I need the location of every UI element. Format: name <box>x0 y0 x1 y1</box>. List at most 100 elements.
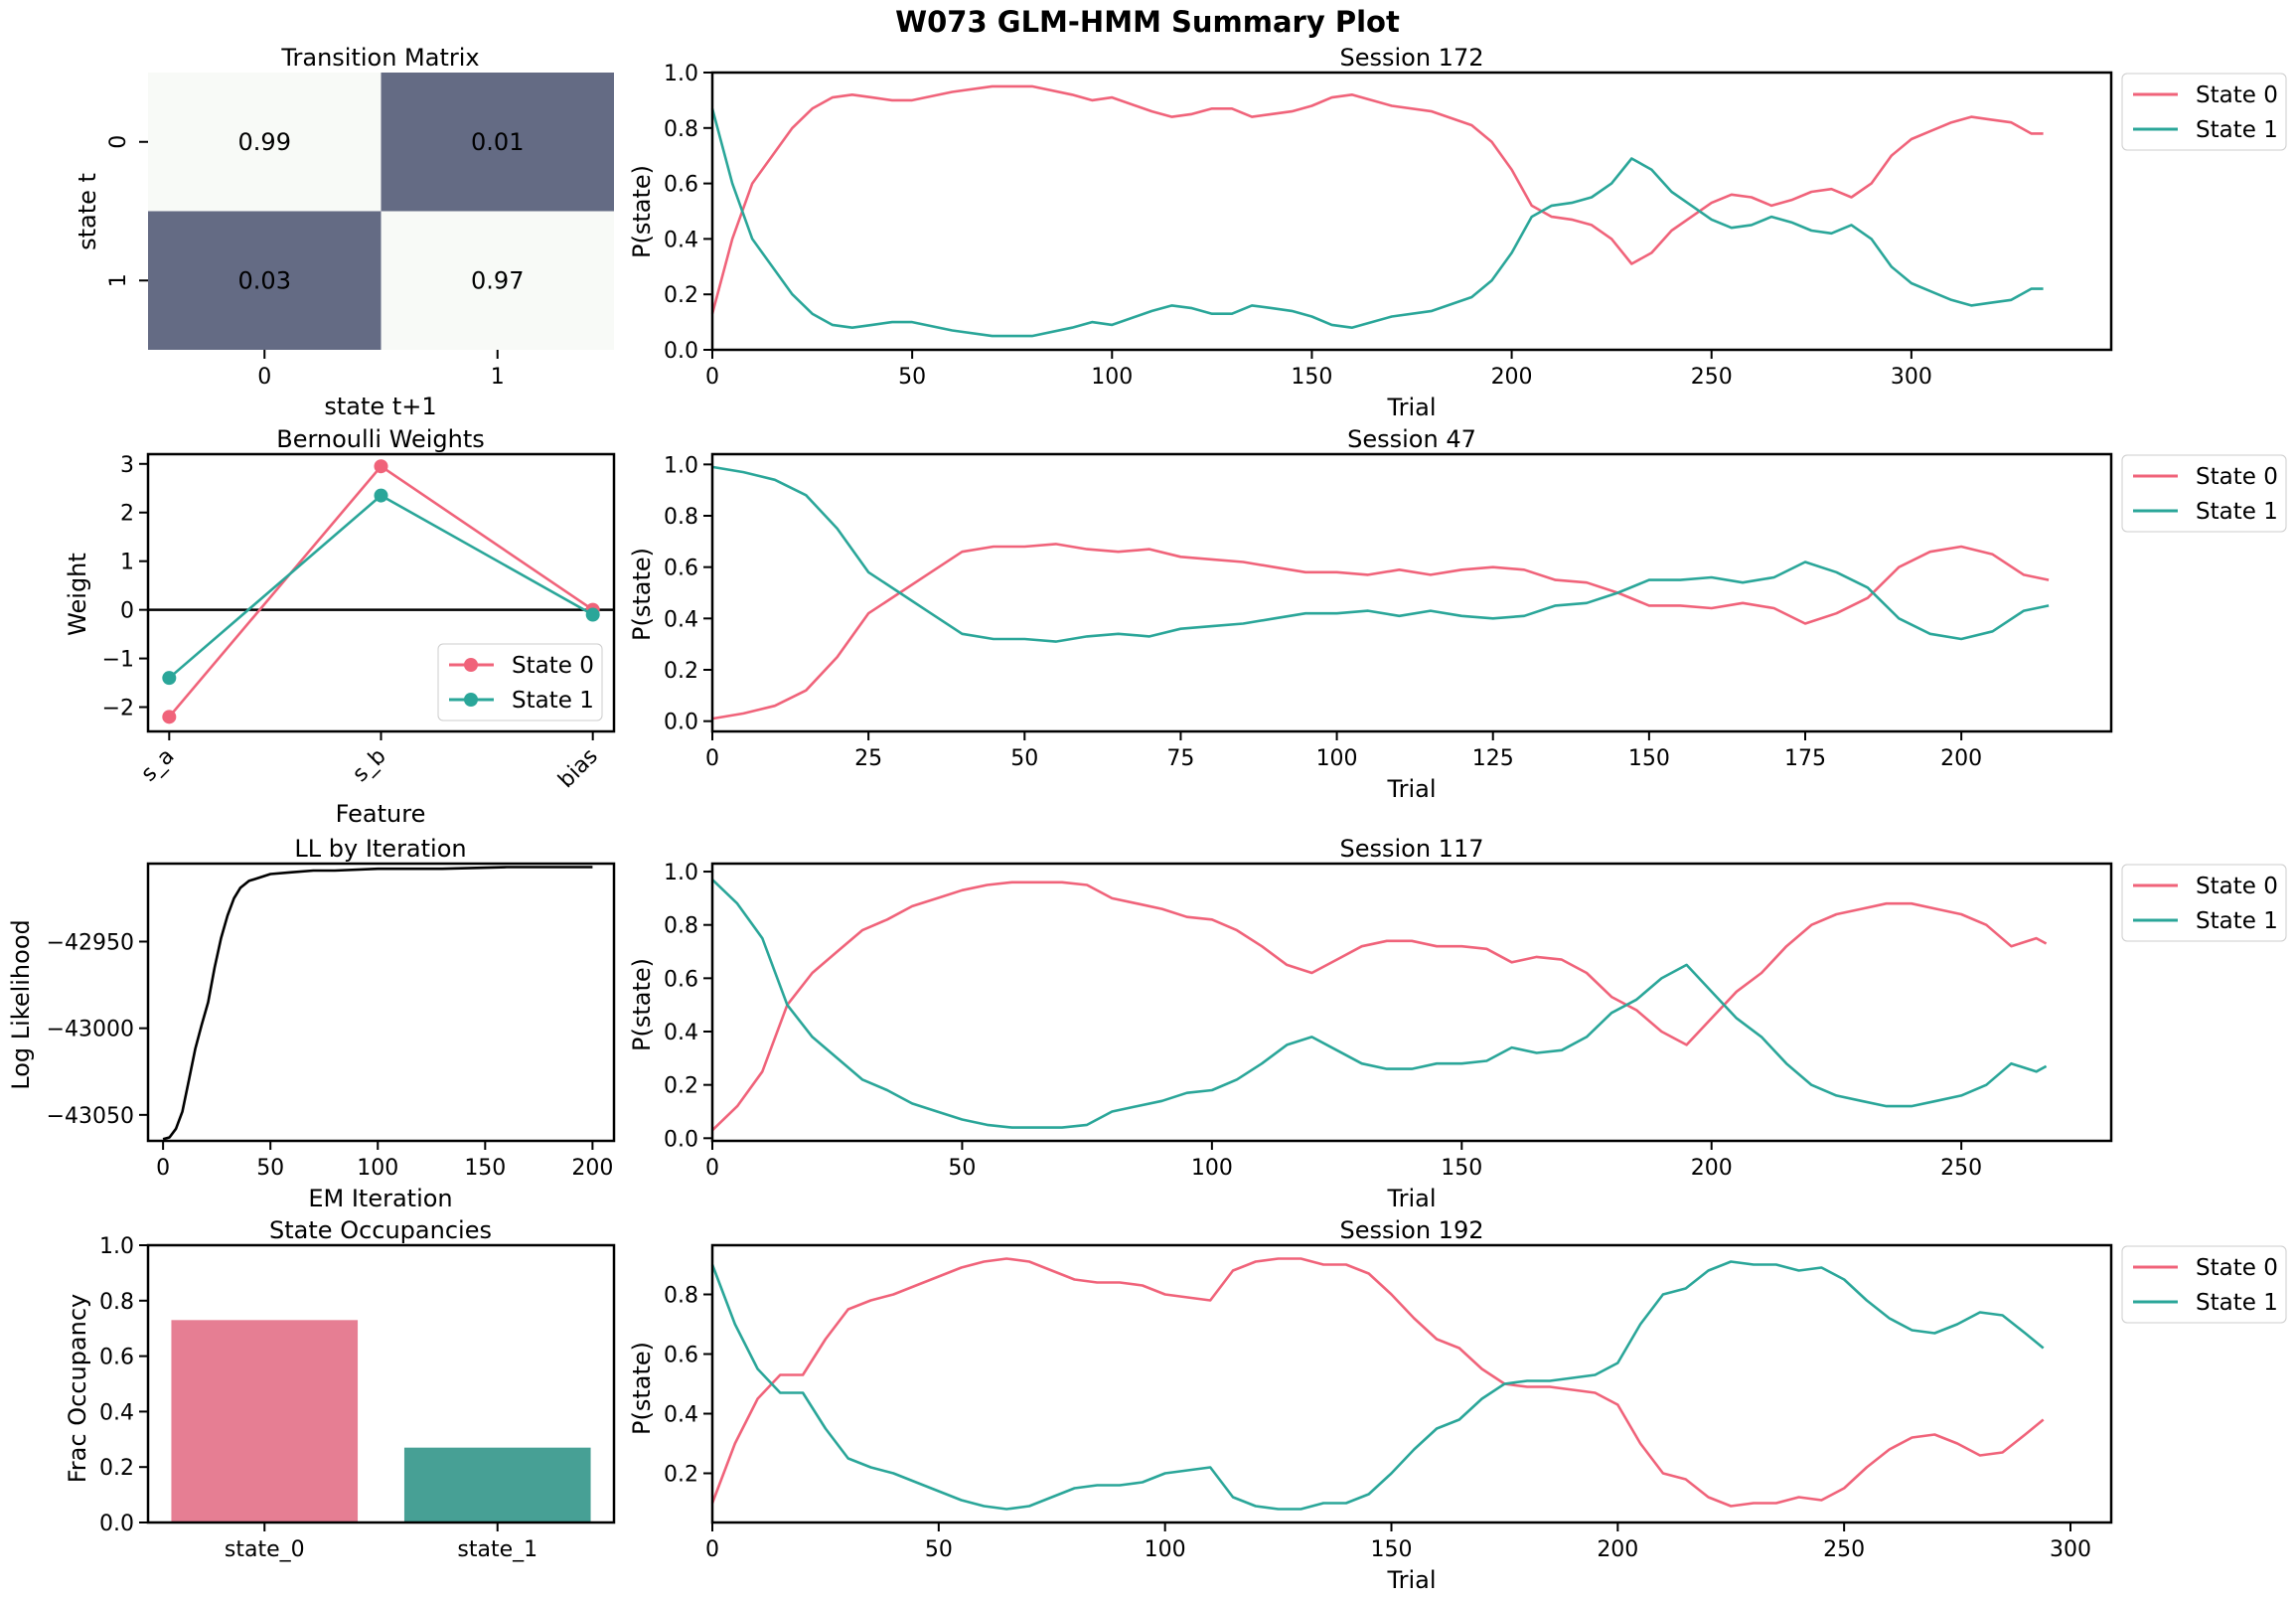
weights-ytick-label: −2 <box>102 697 134 721</box>
ll-xtick-label: 100 <box>357 1156 398 1181</box>
s192-xtick-label: 300 <box>2050 1537 2091 1562</box>
axes-frame <box>146 1243 616 1524</box>
ll-xtick-label: 200 <box>571 1156 613 1181</box>
s117-xtick-label: 200 <box>1691 1156 1733 1181</box>
s47-line-state-0 <box>711 543 2050 720</box>
s47-ytick-label: 1.0 <box>664 453 698 478</box>
transition-title: Transition Matrix <box>280 44 479 72</box>
s47-ytick-label: 0.4 <box>664 607 698 632</box>
s172-xtick-label: 150 <box>1291 365 1332 390</box>
session-47-xlabel: Trial <box>1386 775 1436 803</box>
heatmap-xtick-label: 0 <box>257 365 271 390</box>
s117-legend-box <box>2121 864 2287 942</box>
weights-ytick-label: 2 <box>120 502 134 527</box>
weights-title: Bernoulli Weights <box>276 425 485 453</box>
heatmap-value-1-0: 0.03 <box>238 266 291 294</box>
axes-frame <box>710 452 2113 733</box>
session-192-title: Session 192 <box>1339 1216 1483 1244</box>
s117-ytick-label: 0.0 <box>664 1127 698 1152</box>
s192-ytick-label: 0.8 <box>664 1284 698 1309</box>
session-192-ylabel: P(state) <box>628 1342 656 1435</box>
panel-session-172: Session 172 0 50 100 150 200 250 300 0.0 0.2 0.4 0… <box>628 44 2287 421</box>
s47-xtick-label: 25 <box>854 746 882 771</box>
weights-point-state-1-bias <box>585 607 600 622</box>
session-192-xlabel: Trial <box>1386 1566 1436 1594</box>
panel-ll-by-iteration: LL by Iteration 0 50 100 150 200 −42950 −43000… <box>7 835 616 1212</box>
occupancy-ytick-label: 0.0 <box>99 1512 134 1536</box>
panel-transition-matrix: Transition Matrix 0.99 0.01 0.03 0.97 0 1 0 1 s… <box>74 44 614 420</box>
occupancy-ytick-label: 0.2 <box>99 1456 134 1481</box>
session-47-title: Session 47 <box>1347 425 1476 453</box>
heatmap-value-1-1: 0.97 <box>471 266 524 294</box>
weights-ytick-label: −1 <box>102 648 134 673</box>
s192-line-state-0 <box>710 1257 2045 1508</box>
weights-point-state-0-s_a <box>162 710 177 724</box>
s117-legend-label-0: State 0 <box>2196 874 2278 899</box>
occupancy-ytick-label: 0.8 <box>99 1290 134 1315</box>
session-172-ylabel: P(state) <box>628 165 656 258</box>
s172-xtick-label: 50 <box>898 365 926 390</box>
ll-xtick-label: 50 <box>256 1156 284 1181</box>
s192-xtick-label: 250 <box>1823 1537 1865 1562</box>
s172-xtick-label: 300 <box>1891 365 1932 390</box>
s192-xtick-label: 100 <box>1145 1537 1186 1562</box>
s117-line-state-0 <box>711 881 2048 1132</box>
transition-xlabel: state t+1 <box>324 393 436 420</box>
occupancy-ytick-label: 0.4 <box>99 1400 134 1425</box>
weights-point-state-1-s_b <box>374 488 388 503</box>
heatmap-cell-0-1 <box>381 73 614 212</box>
ll-title: LL by Iteration <box>294 835 466 863</box>
s192-xtick-label: 200 <box>1597 1537 1638 1562</box>
s172-legend-box <box>2121 73 2287 151</box>
heatmap-cell-1-0 <box>148 211 382 350</box>
s117-ytick-label: 0.2 <box>664 1074 698 1099</box>
ll-curve <box>162 866 593 1141</box>
s117-line-state-1 <box>711 879 2048 1129</box>
weights-point-state-1-s_a <box>162 671 177 686</box>
heatmap-ytick-label: 1 <box>106 273 131 287</box>
ll-xlabel: EM Iteration <box>308 1185 452 1212</box>
panel-session-192: Session 192 0 50 100 150 200 250 300 0.2 0.4 0.6 0… <box>628 1216 2287 1594</box>
s172-xtick-label: 0 <box>705 365 719 390</box>
s47-line-state-1 <box>711 465 2050 643</box>
s192-legend-label-1: State 1 <box>2196 1290 2278 1316</box>
s117-xtick-label: 150 <box>1441 1156 1482 1181</box>
s192-xtick-label: 50 <box>925 1537 953 1562</box>
s172-legend-label-0: State 0 <box>2196 82 2278 108</box>
s192-legend-box <box>2121 1245 2287 1324</box>
s117-xtick-label: 50 <box>948 1156 976 1181</box>
s172-legend: State 0 State 1 <box>2121 73 2287 151</box>
heatmap-cell-0-0 <box>148 73 382 212</box>
s192-legend-label-0: State 0 <box>2196 1255 2278 1281</box>
occupancy-ylabel: Frac Occupancy <box>64 1294 91 1484</box>
weights-legend-state-1: State 1 <box>512 688 594 714</box>
s47-ytick-label: 0.0 <box>664 711 698 735</box>
weights-ylabel: Weight <box>64 553 91 636</box>
heatmap-value-0-1: 0.01 <box>471 128 524 156</box>
s192-line-state-1 <box>710 1260 2045 1511</box>
s117-ytick-label: 0.4 <box>664 1021 698 1045</box>
legend-marker-state-0 <box>464 658 478 672</box>
s117-xtick-label: 250 <box>1940 1156 1982 1181</box>
axes-frame <box>710 71 2113 352</box>
ll-xtick-label: 0 <box>156 1156 170 1181</box>
s47-xtick-label: 50 <box>1010 746 1038 771</box>
occupancy-ytick-label: 0.6 <box>99 1346 134 1370</box>
s172-ytick-label: 1.0 <box>664 62 698 86</box>
weights-point-state-0-s_b <box>374 459 388 474</box>
heatmap-xtick-label: 1 <box>491 365 505 390</box>
transition-ylabel: state t <box>74 173 101 250</box>
axes-frame <box>146 862 616 1143</box>
s47-ytick-label: 0.6 <box>664 557 698 581</box>
ll-ytick-label: −43000 <box>47 1018 134 1042</box>
session-172-xlabel: Trial <box>1386 394 1436 421</box>
s172-xtick-label: 200 <box>1491 365 1533 390</box>
s47-xtick-label: 75 <box>1166 746 1194 771</box>
occupancy-xtick-label: state_0 <box>225 1537 305 1562</box>
s172-ytick-label: 0.4 <box>664 228 698 252</box>
panel-session-117: Session 117 0 50 100 150 200 250 0.0 0.2 0.4 0.6 0… <box>628 835 2287 1212</box>
session-172-title: Session 172 <box>1339 44 1483 72</box>
s117-xtick-label: 100 <box>1191 1156 1233 1181</box>
s172-ytick-label: 0.8 <box>664 117 698 142</box>
s47-legend-label-0: State 0 <box>2196 464 2278 490</box>
